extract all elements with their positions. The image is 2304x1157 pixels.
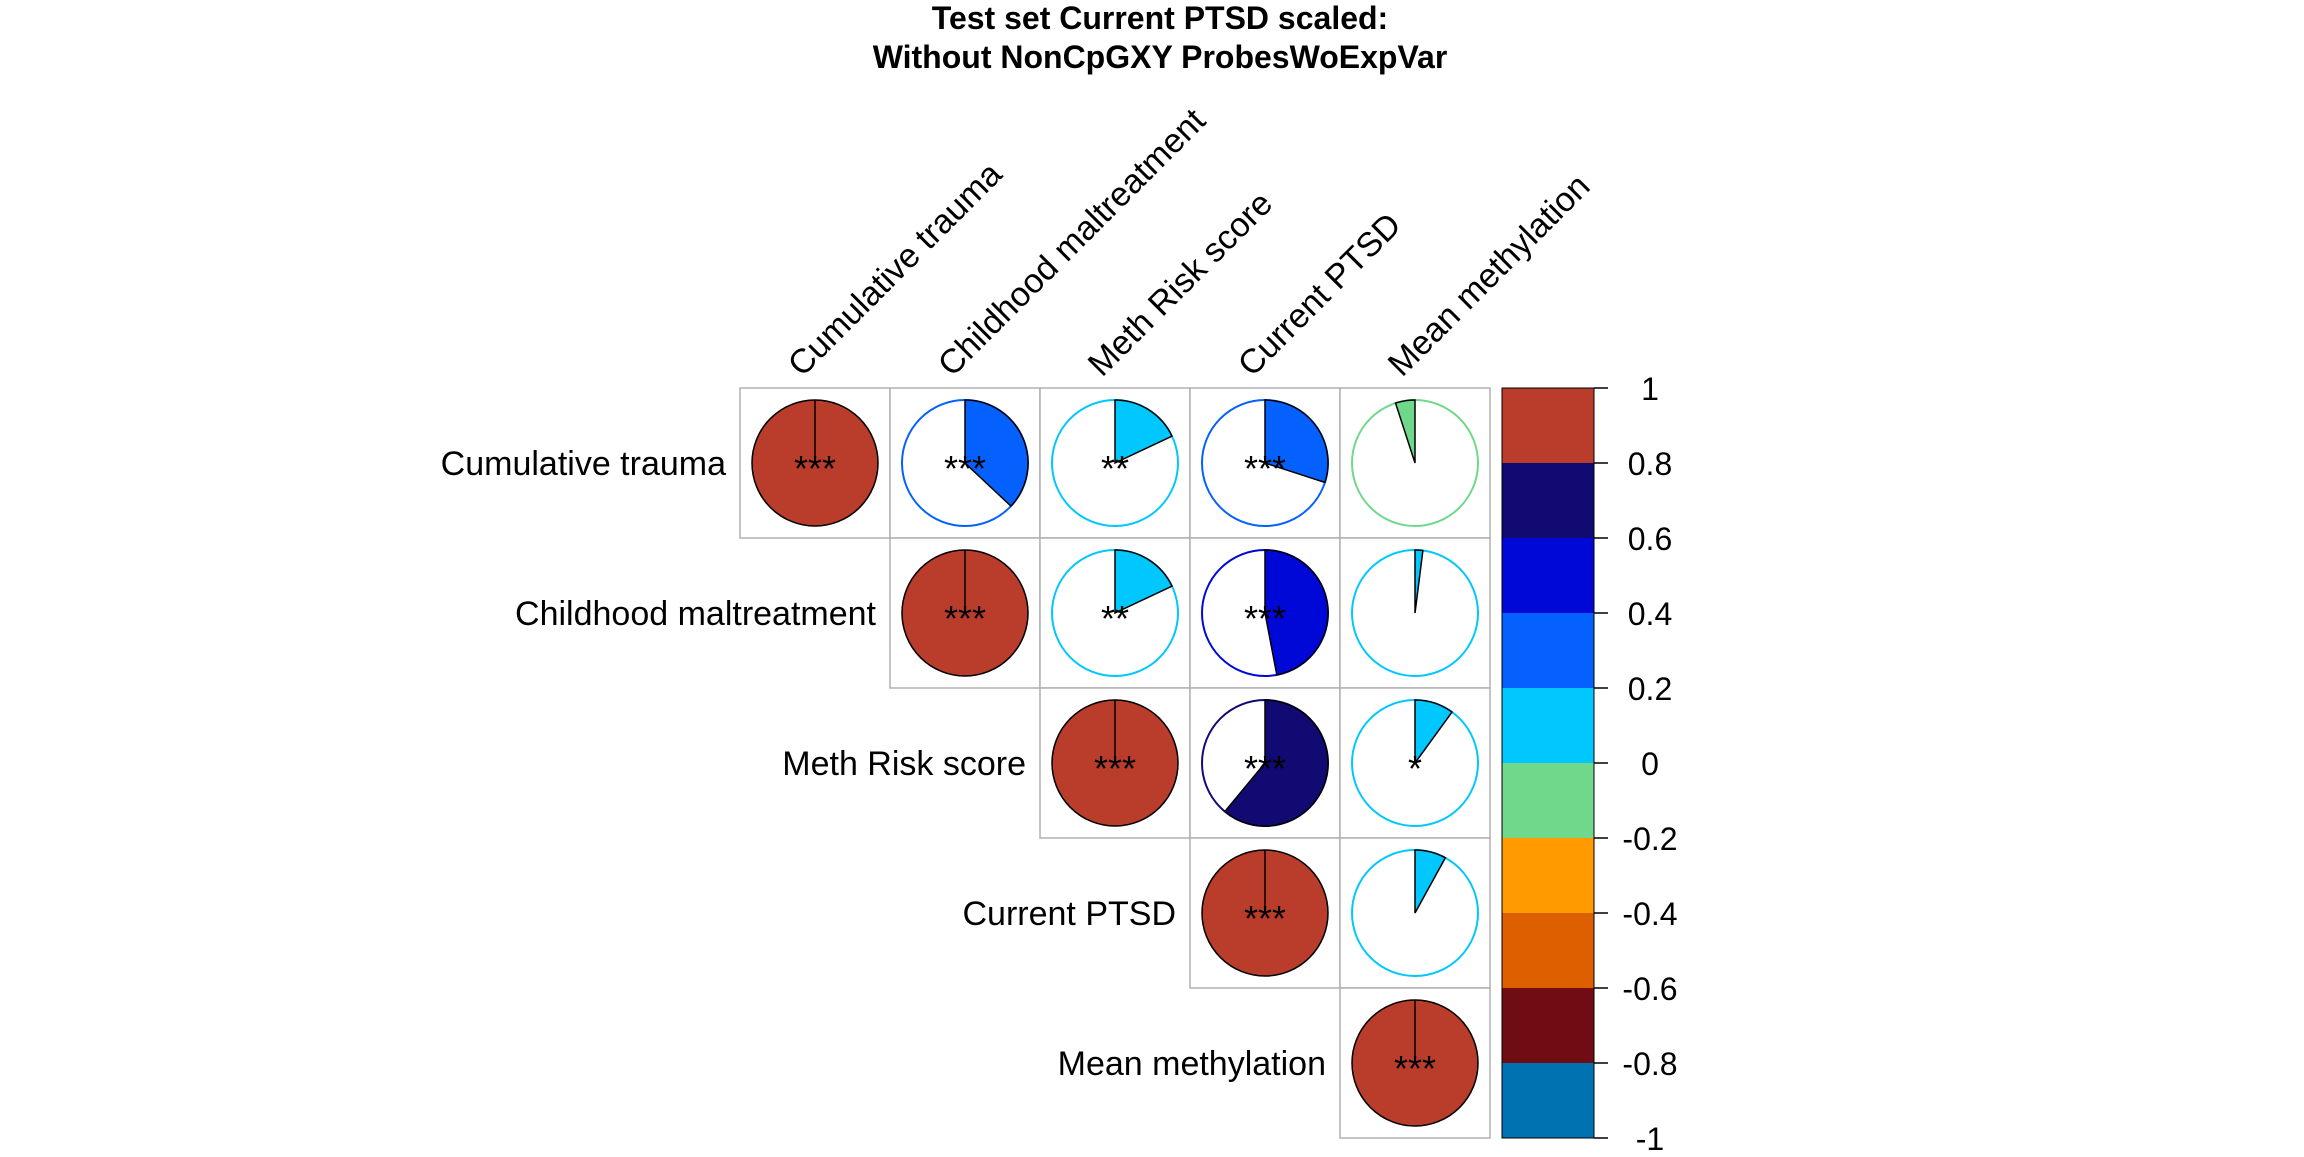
row-label: Mean methylation	[1058, 1045, 1326, 1083]
legend-tick-label: 1	[1641, 371, 1659, 407]
legend-color-bin	[1502, 688, 1594, 763]
pie-slice	[1223, 699, 1329, 827]
legend-color-bin	[1502, 538, 1594, 613]
legend-tick-label: 0.2	[1628, 671, 1672, 707]
pie-slice	[964, 399, 1029, 508]
pie-slice	[1394, 399, 1416, 464]
pie-slice	[1114, 549, 1173, 615]
significance-stars: **	[1101, 448, 1129, 489]
significance-stars: ***	[1244, 748, 1286, 789]
legend-tick-label: -1	[1636, 1121, 1664, 1152]
legend-color-bin	[1502, 1063, 1594, 1138]
pie-slice	[1414, 549, 1424, 614]
legend-color-bin	[1502, 613, 1594, 688]
legend-tick-label: 0	[1641, 746, 1659, 782]
significance-stars: ***	[794, 448, 836, 489]
significance-stars: **	[1101, 598, 1129, 639]
chart-title-line: Without NonCpGXY ProbesWoExpVar	[873, 39, 1448, 75]
legend-tick-label: 0.4	[1628, 596, 1672, 632]
significance-stars: *	[1408, 748, 1422, 789]
row-label: Current PTSD	[963, 895, 1177, 933]
significance-stars: ***	[1244, 448, 1286, 489]
legend-color-bin	[1502, 988, 1594, 1063]
significance-stars: ***	[1244, 598, 1286, 639]
column-label: Mean methylation	[1381, 167, 1598, 384]
row-label: Childhood maltreatment	[515, 595, 877, 633]
legend-color-bin	[1502, 763, 1594, 838]
legend-tick-label: 0.8	[1628, 446, 1672, 482]
pie-slice	[1414, 849, 1447, 914]
pie-slice	[1264, 549, 1329, 676]
legend-tick-label: -0.6	[1622, 971, 1677, 1007]
pie-slice	[1414, 699, 1454, 766]
significance-stars: ***	[1244, 898, 1286, 939]
legend-tick-label: -0.2	[1622, 821, 1677, 857]
pie-slice	[1264, 399, 1329, 484]
significance-stars: ***	[1394, 1048, 1436, 1089]
row-label: Cumulative trauma	[441, 445, 726, 483]
row-label: Meth Risk score	[782, 745, 1026, 783]
legend-tick-label: -0.4	[1622, 896, 1677, 932]
legend-color-bin	[1502, 838, 1594, 913]
column-label: Childhood maltreatment	[931, 101, 1214, 384]
legend-color-bin	[1502, 463, 1594, 538]
legend-tick-label: -0.8	[1622, 1046, 1677, 1082]
legend-color-bin	[1502, 388, 1594, 463]
pie-slice	[1114, 399, 1173, 465]
significance-stars: ***	[944, 598, 986, 639]
chart-title-line: Test set Current PTSD scaled:	[932, 0, 1388, 36]
significance-stars: ***	[1094, 748, 1136, 789]
legend-tick-label: 0.6	[1628, 521, 1672, 557]
significance-stars: ***	[944, 448, 986, 489]
legend-color-bin	[1502, 913, 1594, 988]
